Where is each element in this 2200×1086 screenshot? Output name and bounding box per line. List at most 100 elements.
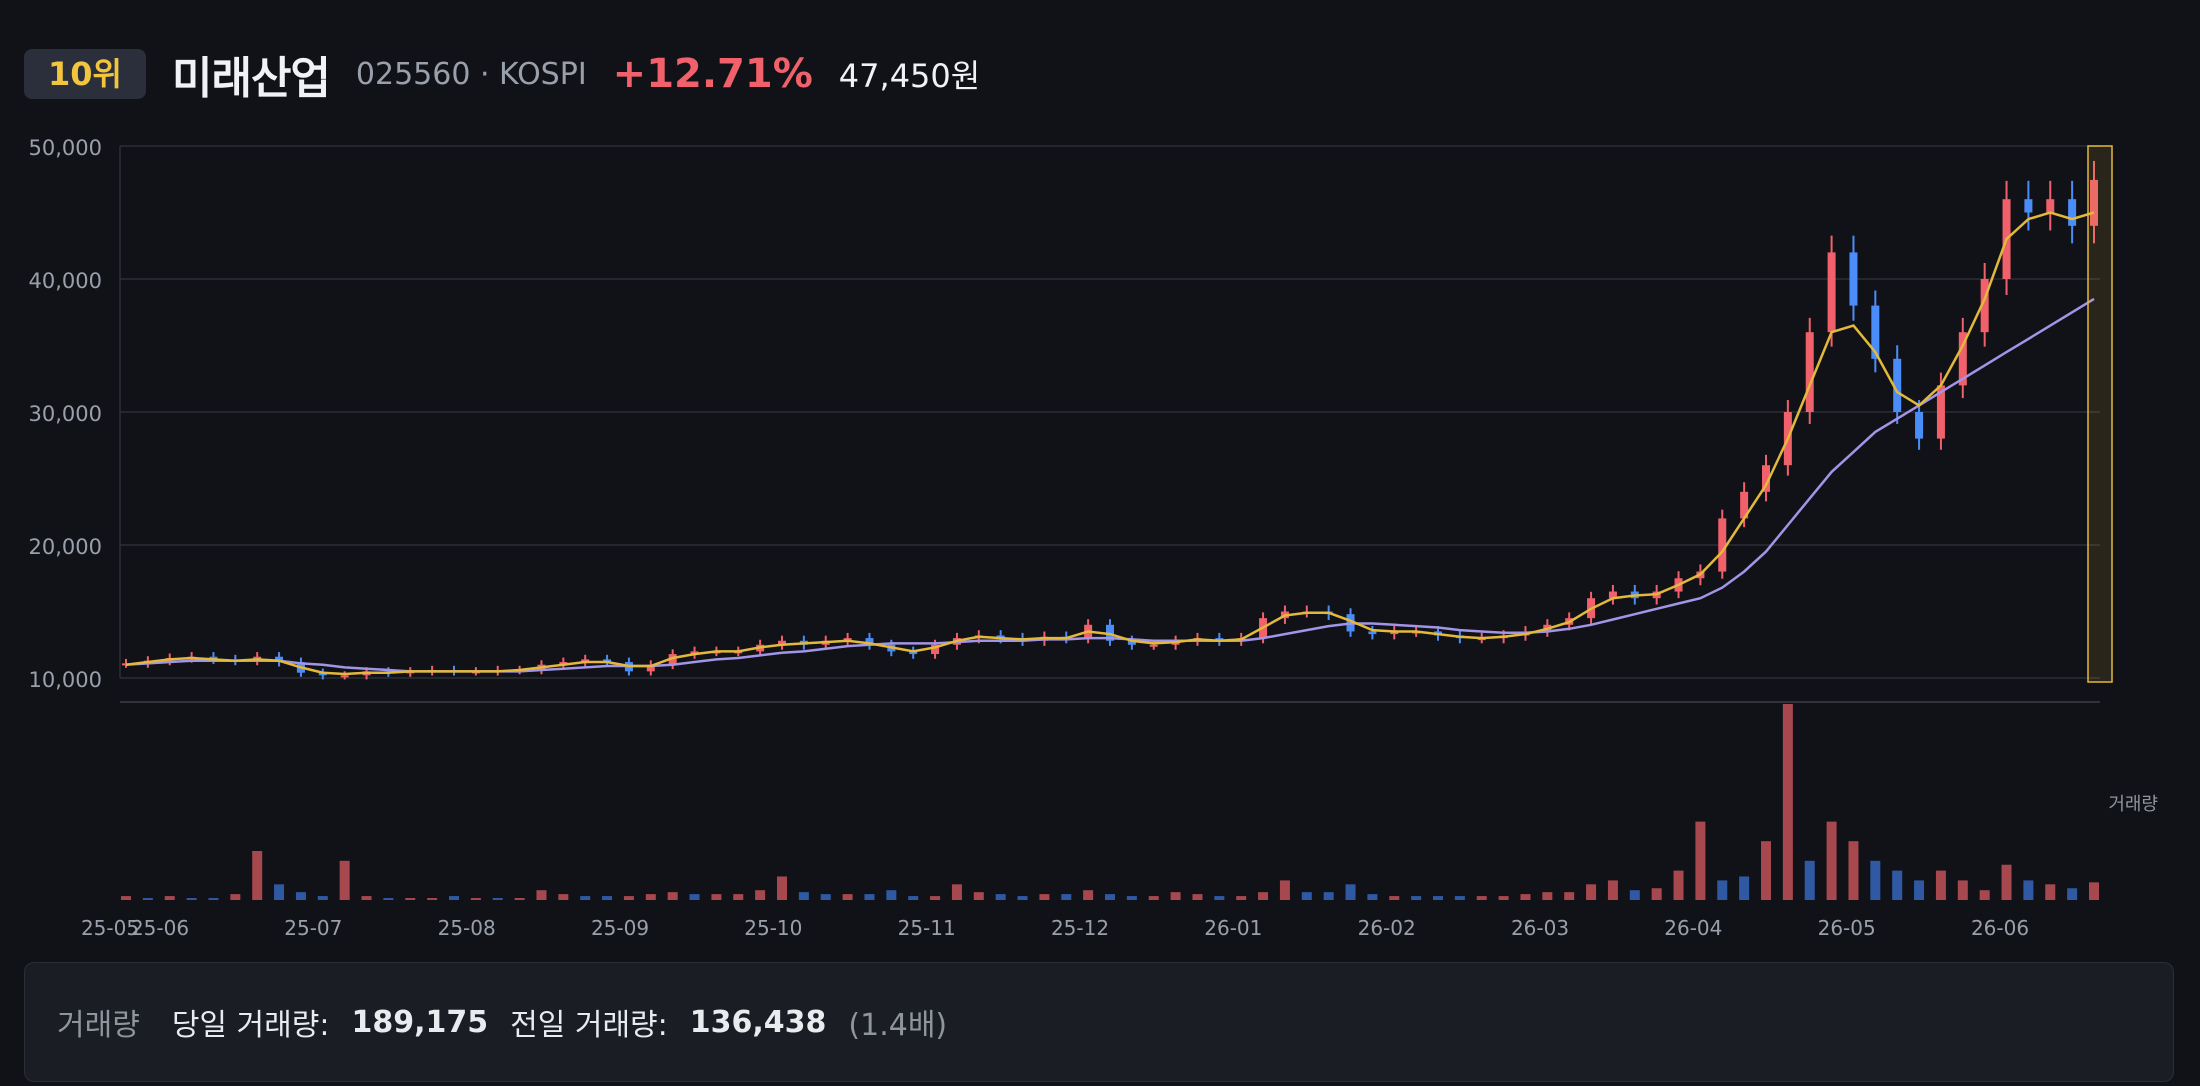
candle-body: [275, 656, 284, 663]
candle-body: [996, 635, 1005, 639]
volume-bar: [2023, 880, 2034, 900]
volume-bar: [2089, 882, 2099, 900]
current-price: 47,450원: [838, 57, 981, 95]
volume-bar: [121, 896, 131, 900]
volume-bar: [1739, 876, 1750, 900]
volume-bar: [1214, 896, 1225, 900]
volume-bar: [1148, 896, 1159, 900]
volume-bar: [1061, 894, 1072, 900]
volume-bar: [1476, 896, 1487, 900]
candle-body: [209, 656, 218, 660]
y-axis: 50,000 40,000 30,000 20,000 10,000: [29, 136, 102, 692]
x-tick-label: 26-01: [1204, 916, 1262, 940]
x-tick-label: 25-09: [591, 916, 649, 940]
today-volume-label: 당일 거래량:: [171, 1008, 330, 1043]
volume-bar: [777, 876, 787, 900]
candle-body: [1958, 332, 1967, 386]
volume-bar: [1586, 884, 1597, 900]
stock-name: 미래산업: [171, 53, 331, 104]
volume-bar: [383, 898, 394, 900]
volume-bar: [514, 898, 525, 900]
volume-bar: [492, 898, 503, 900]
volume-bar: [2067, 888, 2078, 900]
volume-bar: [1301, 892, 1312, 900]
volume-bar: [798, 892, 809, 900]
volume-bar: [886, 890, 897, 900]
candle-body: [581, 659, 590, 663]
candle-body: [1805, 332, 1814, 412]
volume-bar: [1039, 894, 1050, 900]
candle-body: [1936, 385, 1945, 439]
volume-bar: [820, 894, 831, 900]
candle-body: [2068, 199, 2077, 226]
candle-body: [1106, 624, 1114, 641]
volume-bar: [733, 894, 744, 900]
candle-body: [1915, 412, 1924, 439]
x-tick-label: 25-08: [438, 916, 496, 940]
volume-bar: [208, 898, 219, 900]
candle-body: [1718, 518, 1727, 572]
today-volume-value: 189,175: [351, 1004, 489, 1040]
x-tick-label: 25-07: [284, 916, 342, 940]
volume-bar: [1498, 896, 1509, 900]
volume-bar: [339, 860, 350, 900]
volume-bar: [951, 884, 962, 900]
volume-bar: [1236, 896, 1247, 900]
volume-bar: [623, 896, 634, 900]
x-tick-label: 25-05: [81, 916, 139, 940]
volume-bar: [1017, 896, 1028, 900]
volume-bar: [842, 894, 853, 900]
x-tick-label: 25-10: [744, 916, 802, 940]
candle-body: [318, 672, 327, 676]
volume-ratio: (1.4배): [848, 1008, 948, 1043]
volume-bar: [1935, 870, 1946, 900]
volume-bar: [1083, 890, 1094, 900]
volume-bar: [1892, 870, 1903, 900]
prev-volume-label: 전일 거래량:: [510, 1008, 668, 1043]
moving-averages: [125, 211, 2095, 676]
volume-bar: [1761, 841, 1771, 900]
volume-bar: [2001, 864, 2012, 900]
volume-bar: [1323, 892, 1334, 900]
stock-header: 10위 미래산업 025560 · KOSPI +12.71% 47,450원: [24, 46, 981, 104]
candle-body: [1608, 591, 1617, 599]
rank-badge: 10위: [24, 49, 146, 99]
volume-bar: [1651, 888, 1662, 900]
y-tick-label: 20,000: [29, 535, 102, 559]
price-change: +12.71%: [612, 51, 813, 97]
volume-bar: [1564, 892, 1575, 900]
y-tick-label: 40,000: [29, 269, 102, 293]
candle-body: [931, 644, 940, 655]
volume-summary-panel: 거래량 당일 거래량: 189,175 전일 거래량: 136,438 (1.4…: [24, 962, 2174, 1082]
volume-bar: [1542, 892, 1553, 900]
volume-bar: [1520, 894, 1531, 900]
volume-bar: [1826, 821, 1837, 900]
volume-bar: [1367, 894, 1378, 900]
stock-code-market: 025560 · KOSPI: [355, 56, 587, 92]
volume-bar: [361, 896, 372, 900]
candle-body: [1368, 631, 1377, 635]
candle-body: [1149, 644, 1158, 647]
volume-bar: [1717, 880, 1728, 900]
chart-grid: [119, 145, 2100, 703]
volume-bar: [186, 898, 197, 900]
x-tick-label: 26-05: [1818, 916, 1876, 940]
volume-bar: [1258, 892, 1269, 900]
volume-bar: [864, 894, 875, 900]
volume-bar: [711, 894, 722, 900]
volume-bar: [1914, 880, 1925, 900]
volume-bar: [645, 894, 656, 900]
candle-body: [1127, 640, 1136, 645]
volume-bar: [1192, 894, 1203, 900]
price-chart[interactable]: 50,000 40,000 30,000 20,000 10,000 거래량 25-05…: [0, 0, 2200, 960]
candle-body: [778, 640, 786, 645]
candle-body: [865, 638, 874, 645]
candle-body: [843, 638, 852, 641]
candle-body: [646, 664, 655, 672]
volume-bar: [558, 894, 569, 900]
volume-bar: [973, 892, 984, 900]
volume-axis-label: 거래량: [2108, 794, 2158, 815]
candle-body: [559, 662, 568, 665]
candle-body: [690, 651, 699, 655]
volume-bar: [536, 890, 547, 900]
